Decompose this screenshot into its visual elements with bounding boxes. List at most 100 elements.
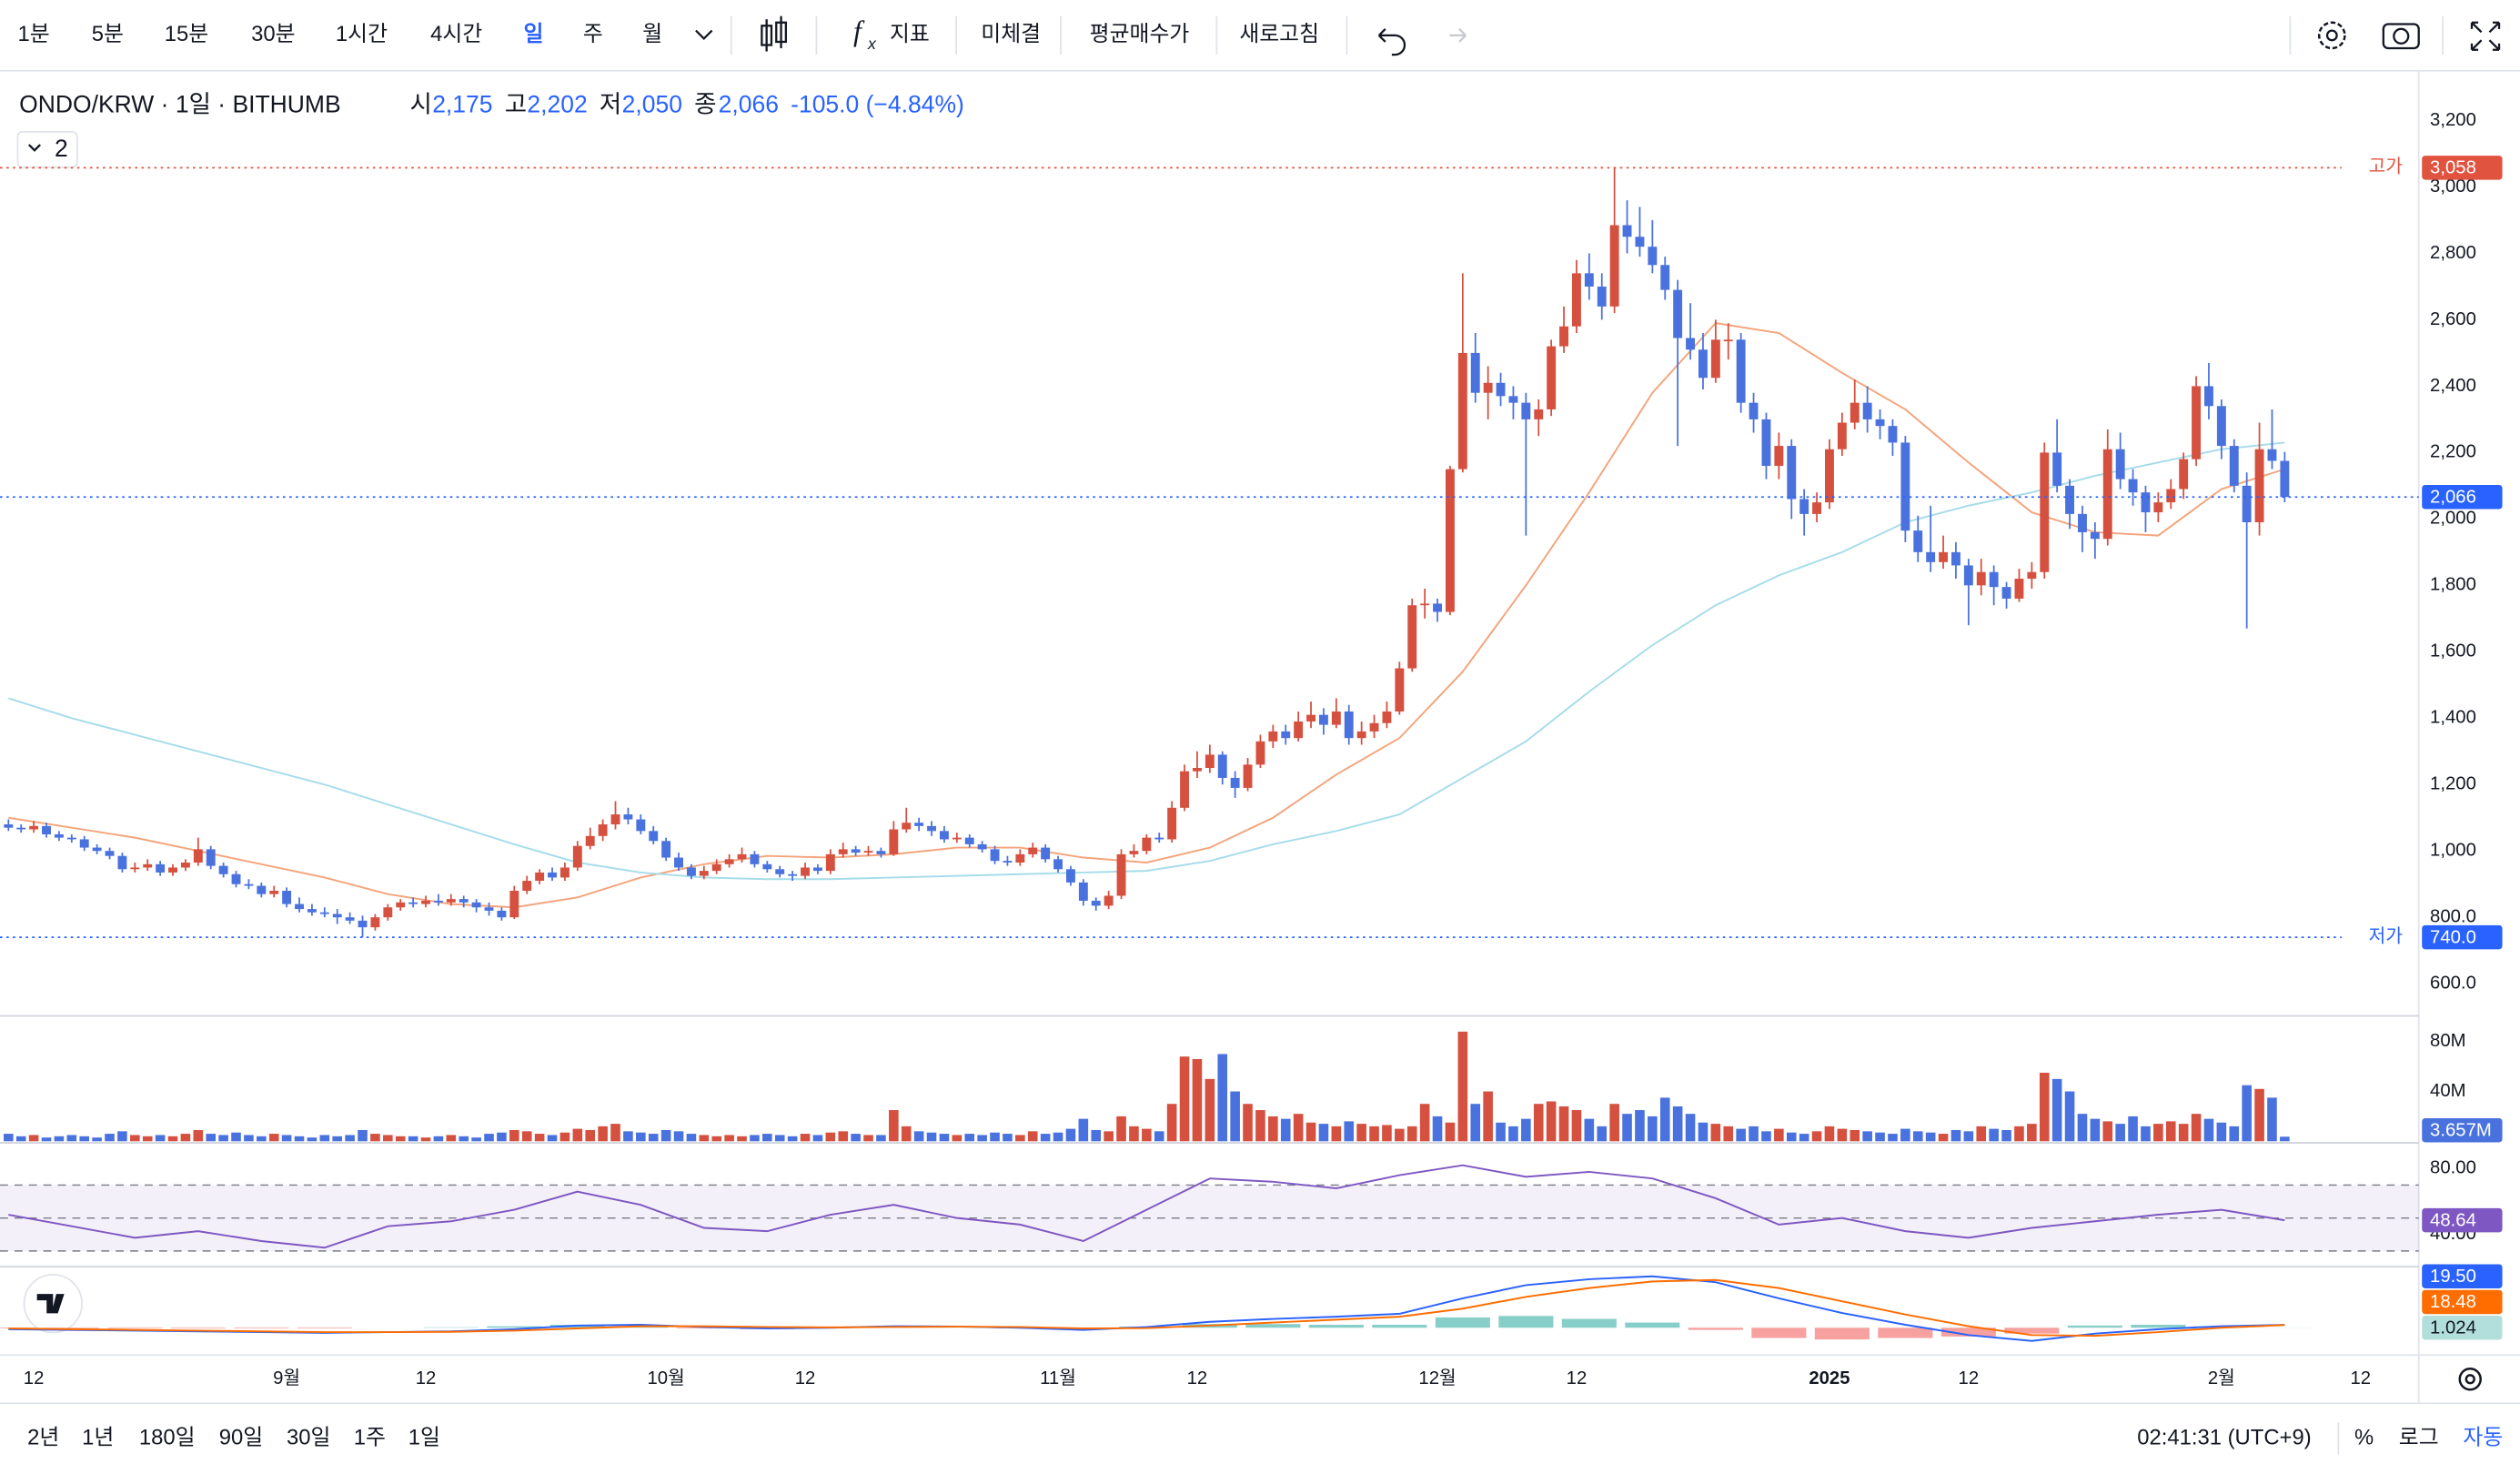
separators bbox=[730, 15, 2444, 56]
candle-body bbox=[1294, 721, 1304, 739]
candle-body bbox=[2242, 485, 2252, 523]
candle-body bbox=[1534, 409, 1544, 419]
tool-button[interactable]: 지표 bbox=[890, 22, 930, 46]
volume-bar bbox=[673, 1131, 684, 1142]
scale-option[interactable]: 자동 bbox=[2463, 1425, 2503, 1449]
candle-body bbox=[370, 917, 380, 928]
macd-histogram bbox=[2004, 1328, 2060, 1334]
rsi-last-value: 48.64 bbox=[2430, 1210, 2476, 1230]
interval-button[interactable]: 5분 bbox=[92, 22, 124, 46]
candle-body bbox=[838, 849, 848, 854]
redo-button[interactable] bbox=[1449, 28, 1467, 43]
volume-bar bbox=[521, 1131, 532, 1142]
interval-button[interactable]: 30분 bbox=[251, 22, 295, 46]
candle-body bbox=[332, 914, 342, 918]
scale-option[interactable]: 로그 bbox=[2399, 1425, 2439, 1449]
range-button[interactable]: 30일 bbox=[287, 1425, 330, 1449]
candle-body bbox=[484, 907, 494, 911]
time-tick-label: 12 bbox=[416, 1368, 437, 1388]
volume-bar bbox=[1888, 1134, 1898, 1142]
candle-body bbox=[762, 863, 772, 870]
candle-body bbox=[1180, 771, 1189, 808]
interval-button[interactable]: 월 bbox=[642, 22, 662, 46]
candle-body bbox=[876, 851, 886, 854]
volume-bar bbox=[307, 1137, 318, 1142]
volume-bar bbox=[319, 1135, 330, 1142]
scale-option[interactable]: % bbox=[2354, 1425, 2374, 1449]
range-button[interactable]: 1일 bbox=[408, 1425, 440, 1449]
interval-button[interactable]: 1분 bbox=[18, 22, 50, 46]
volume-bar bbox=[105, 1134, 115, 1142]
volume-bar bbox=[737, 1136, 747, 1142]
candle-body bbox=[1065, 869, 1075, 883]
candle-body bbox=[1407, 605, 1417, 669]
candle-body bbox=[1356, 731, 1366, 739]
interval-button[interactable]: 15분 bbox=[165, 22, 208, 46]
time-tick-label: 2025 bbox=[1809, 1368, 1850, 1388]
clock: 02:41:31 (UTC+9) bbox=[2137, 1425, 2311, 1449]
volume-bar bbox=[497, 1132, 507, 1142]
candle-body bbox=[2128, 479, 2138, 493]
interval-button[interactable]: 일 bbox=[524, 22, 544, 46]
volume-bar bbox=[1331, 1126, 1342, 1142]
tool-button[interactable]: 평균매수가 bbox=[1090, 22, 1190, 46]
macd-histogram bbox=[1245, 1324, 1301, 1328]
volume-bar bbox=[395, 1136, 406, 1142]
volume-bar bbox=[1230, 1091, 1240, 1142]
range-button[interactable]: 1주 bbox=[354, 1425, 386, 1449]
candle-body bbox=[2141, 492, 2151, 513]
volume-bar bbox=[1496, 1122, 1506, 1142]
range-button[interactable]: 2년 bbox=[27, 1425, 59, 1449]
candle-body bbox=[1318, 714, 1328, 725]
interval-button[interactable]: 4시간 bbox=[430, 22, 482, 46]
candle-body bbox=[1243, 764, 1253, 788]
fullscreen-button[interactable] bbox=[2470, 21, 2501, 51]
candle-body bbox=[952, 837, 962, 840]
candle-body bbox=[206, 849, 216, 866]
interval-button[interactable]: 주 bbox=[583, 22, 603, 46]
tool-button[interactable]: 새로고침 bbox=[1239, 22, 1319, 46]
price-tick-label: 1,600 bbox=[2430, 641, 2476, 661]
candle-body bbox=[307, 909, 317, 913]
range-button[interactable]: 180일 bbox=[139, 1425, 196, 1449]
candle-body bbox=[1154, 837, 1164, 840]
volume-bar bbox=[1369, 1126, 1379, 1142]
candle-body bbox=[66, 837, 76, 840]
candle-body bbox=[2078, 513, 2087, 532]
volume-bar bbox=[420, 1137, 431, 1142]
range-button[interactable]: 1년 bbox=[82, 1425, 114, 1449]
volume-bar bbox=[1217, 1054, 1228, 1142]
price-line-value-box bbox=[2422, 156, 2503, 180]
volume-bar bbox=[79, 1136, 90, 1142]
pane-toggle[interactable] bbox=[16, 130, 78, 168]
interval-dropdown[interactable] bbox=[695, 29, 713, 41]
tool-button[interactable]: 미체결 bbox=[981, 22, 1041, 46]
candle-body bbox=[244, 883, 254, 886]
volume-bar bbox=[1116, 1116, 1126, 1142]
volume-tick-label: 80M bbox=[2430, 1031, 2465, 1051]
candle-body bbox=[1761, 419, 1771, 466]
macd-histogram bbox=[1435, 1317, 1490, 1328]
candle-style-button[interactable] bbox=[761, 15, 788, 52]
volume-bar bbox=[1419, 1104, 1430, 1142]
candle-body bbox=[1129, 851, 1139, 854]
candle-body bbox=[1547, 346, 1557, 409]
volume-bar bbox=[54, 1136, 65, 1142]
candle-body bbox=[851, 849, 861, 853]
candle-body bbox=[459, 899, 469, 903]
candle-body bbox=[939, 831, 949, 840]
candle-body bbox=[497, 910, 507, 918]
volume-bar bbox=[863, 1135, 873, 1142]
candle-body bbox=[711, 863, 721, 872]
range-button[interactable]: 90일 bbox=[219, 1425, 263, 1449]
screenshot-button[interactable] bbox=[2382, 23, 2420, 50]
interval-button[interactable]: 1시간 bbox=[336, 22, 388, 46]
candle-body bbox=[1939, 551, 1949, 562]
candle-body bbox=[1369, 722, 1379, 732]
volume-bar bbox=[762, 1134, 772, 1142]
price-tick-label: 800.0 bbox=[2430, 907, 2476, 927]
axis-settings-button[interactable] bbox=[2458, 1368, 2482, 1391]
undo-button[interactable] bbox=[1377, 28, 1406, 56]
macd-histogram bbox=[1751, 1328, 1807, 1338]
candle-body bbox=[1281, 731, 1291, 739]
